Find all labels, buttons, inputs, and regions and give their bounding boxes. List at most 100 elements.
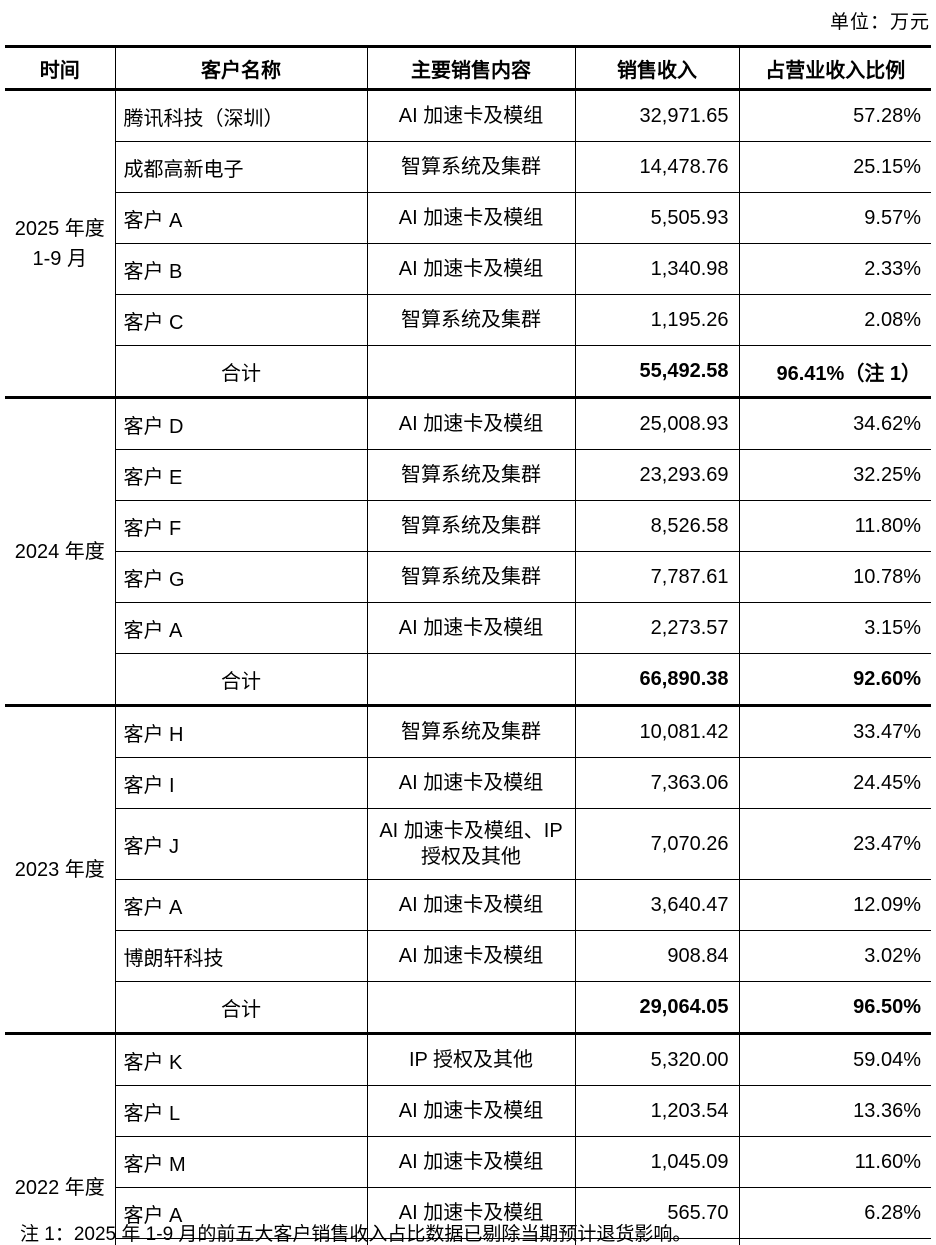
content-cell: AI 加速卡及模组 [367, 879, 576, 931]
content-cell: AI 加速卡及模组 [367, 243, 576, 295]
ratio-cell: 23.47% [739, 808, 931, 880]
content-cell: 智算系统及集群 [367, 500, 576, 552]
ratio-cell: 57.28% [739, 89, 931, 142]
content-cell: AI 加速卡及模组 [367, 1238, 576, 1245]
ratio-cell: 9.57% [739, 192, 931, 244]
ratio-cell: 11.60% [739, 1136, 931, 1188]
total-row: 合计 66,890.38 92.60% [5, 653, 931, 707]
customer-cell: 客户 D [115, 397, 368, 450]
content-cell: AI 加速卡及模组 [367, 1187, 576, 1239]
customer-cell: 成都高新电子 [115, 141, 368, 193]
customer-cell: 客户 A [115, 1187, 368, 1239]
ratio-cell: 3.15% [739, 602, 931, 654]
top-customers-table: 时间 客户名称 主要销售内容 销售收入 占营业收入比例 2025 年度 1-9 … [5, 45, 931, 1245]
header-time: 时间 [5, 46, 116, 91]
total-ratio-cell: 96.41%（注 1） [739, 345, 931, 399]
revenue-cell: 25,008.93 [575, 397, 740, 450]
table-row: 客户 F 智算系统及集群 8,526.58 11.80% [5, 500, 931, 552]
table-row: 客户 J AI 加速卡及模组 422.68 4.69% [5, 1238, 931, 1245]
header-revenue-ratio: 占营业收入比例 [739, 46, 931, 91]
customer-cell: 客户 A [115, 602, 368, 654]
customer-cell: 博朗轩科技 [115, 930, 368, 982]
revenue-cell: 5,505.93 [575, 192, 740, 244]
table-row: 客户 A AI 加速卡及模组 565.70 6.28% [5, 1187, 931, 1239]
content-cell: AI 加速卡及模组 [367, 930, 576, 982]
revenue-cell: 565.70 [575, 1187, 740, 1239]
period-cell-2024: 2024 年度 [5, 397, 116, 707]
revenue-cell: 2,273.57 [575, 602, 740, 654]
table-row: 2022 年度 客户 K IP 授权及其他 5,320.00 59.04% [5, 1033, 931, 1245]
revenue-cell: 7,070.26 [575, 808, 740, 880]
total-row: 合计 55,492.58 96.41%（注 1） [5, 345, 931, 399]
header-sales-revenue: 销售收入 [575, 46, 740, 91]
period-cell-2022: 2022 年度 [5, 1033, 116, 1245]
revenue-cell: 7,787.61 [575, 551, 740, 603]
customer-cell: 客户 G [115, 551, 368, 603]
content-cell: AI 加速卡及模组 [367, 602, 576, 654]
period-cell-2025: 2025 年度 1-9 月 [5, 89, 116, 399]
customer-cell: 客户 A [115, 879, 368, 931]
revenue-cell: 8,526.58 [575, 500, 740, 552]
table-row: 客户 M AI 加速卡及模组 1,045.09 11.60% [5, 1136, 931, 1188]
customer-cell: 客户 I [115, 757, 368, 809]
content-cell: AI 加速卡及模组 [367, 757, 576, 809]
table-row: 客户 C 智算系统及集群 1,195.26 2.08% [5, 294, 931, 346]
customer-cell: 客户 M [115, 1136, 368, 1188]
customer-cell: 客户 J [115, 808, 368, 880]
ratio-cell: 4.69% [739, 1238, 931, 1245]
revenue-cell: 5,320.00 [575, 1033, 740, 1086]
content-cell: AI 加速卡及模组 [367, 192, 576, 244]
content-cell: AI 加速卡及模组 [367, 89, 576, 142]
content-cell: 智算系统及集群 [367, 294, 576, 346]
table-row: 客户 G 智算系统及集群 7,787.61 10.78% [5, 551, 931, 603]
header-row: 时间 客户名称 主要销售内容 销售收入 占营业收入比例 [5, 46, 931, 91]
unit-label: 单位：万元 [829, 12, 930, 33]
ratio-cell: 2.08% [739, 294, 931, 346]
table-row: 客户 I AI 加速卡及模组 7,363.06 24.45% [5, 757, 931, 809]
customer-cell: 客户 F [115, 500, 368, 552]
ratio-cell: 33.47% [739, 705, 931, 758]
revenue-cell: 1,045.09 [575, 1136, 740, 1188]
ratio-cell: 12.09% [739, 879, 931, 931]
revenue-cell: 1,195.26 [575, 294, 740, 346]
revenue-cell: 7,363.06 [575, 757, 740, 809]
total-label: 合计 [115, 653, 368, 707]
table-row: 成都高新电子 智算系统及集群 14,478.76 25.15% [5, 141, 931, 193]
ratio-cell: 24.45% [739, 757, 931, 809]
revenue-cell: 10,081.42 [575, 705, 740, 758]
table-row: 客户 A AI 加速卡及模组 5,505.93 9.57% [5, 192, 931, 244]
customer-cell: 客户 K [115, 1033, 368, 1086]
customer-cell: 客户 E [115, 449, 368, 501]
table-row: 客户 L AI 加速卡及模组 1,203.54 13.36% [5, 1085, 931, 1137]
total-revenue-cell: 66,890.38 [575, 653, 740, 707]
customer-cell: 客户 B [115, 243, 368, 295]
ratio-cell: 13.36% [739, 1085, 931, 1137]
table-row: 2025 年度 1-9 月 腾讯科技（深圳） AI 加速卡及模组 32,971.… [5, 89, 931, 399]
ratio-cell: 34.62% [739, 397, 931, 450]
table-row: 客户 E 智算系统及集群 23,293.69 32.25% [5, 449, 931, 501]
period-cell-2023: 2023 年度 [5, 705, 116, 1035]
total-revenue-cell: 29,064.05 [575, 981, 740, 1035]
content-cell: 智算系统及集群 [367, 705, 576, 758]
customer-cell: 客户 L [115, 1085, 368, 1137]
content-cell: 智算系统及集群 [367, 141, 576, 193]
ratio-cell: 25.15% [739, 141, 931, 193]
customer-cell: 客户 A [115, 192, 368, 244]
customer-cell: 客户 C [115, 294, 368, 346]
header-sales-content: 主要销售内容 [367, 46, 576, 91]
content-cell-empty [367, 981, 576, 1035]
total-row: 合计 29,064.05 96.50% [5, 981, 931, 1035]
revenue-cell: 3,640.47 [575, 879, 740, 931]
revenue-cell: 32,971.65 [575, 89, 740, 142]
ratio-cell: 6.28% [739, 1187, 931, 1239]
table-row: 客户 B AI 加速卡及模组 1,340.98 2.33% [5, 243, 931, 295]
total-ratio-cell: 96.50% [739, 981, 931, 1035]
total-label: 合计 [115, 345, 368, 399]
customer-cell: 腾讯科技（深圳） [115, 89, 368, 142]
table-row: 2024 年度 客户 D AI 加速卡及模组 25,008.93 34.62% [5, 397, 931, 707]
content-cell: 智算系统及集群 [367, 449, 576, 501]
revenue-cell: 14,478.76 [575, 141, 740, 193]
total-ratio-cell: 92.60% [739, 653, 931, 707]
revenue-cell: 908.84 [575, 930, 740, 982]
